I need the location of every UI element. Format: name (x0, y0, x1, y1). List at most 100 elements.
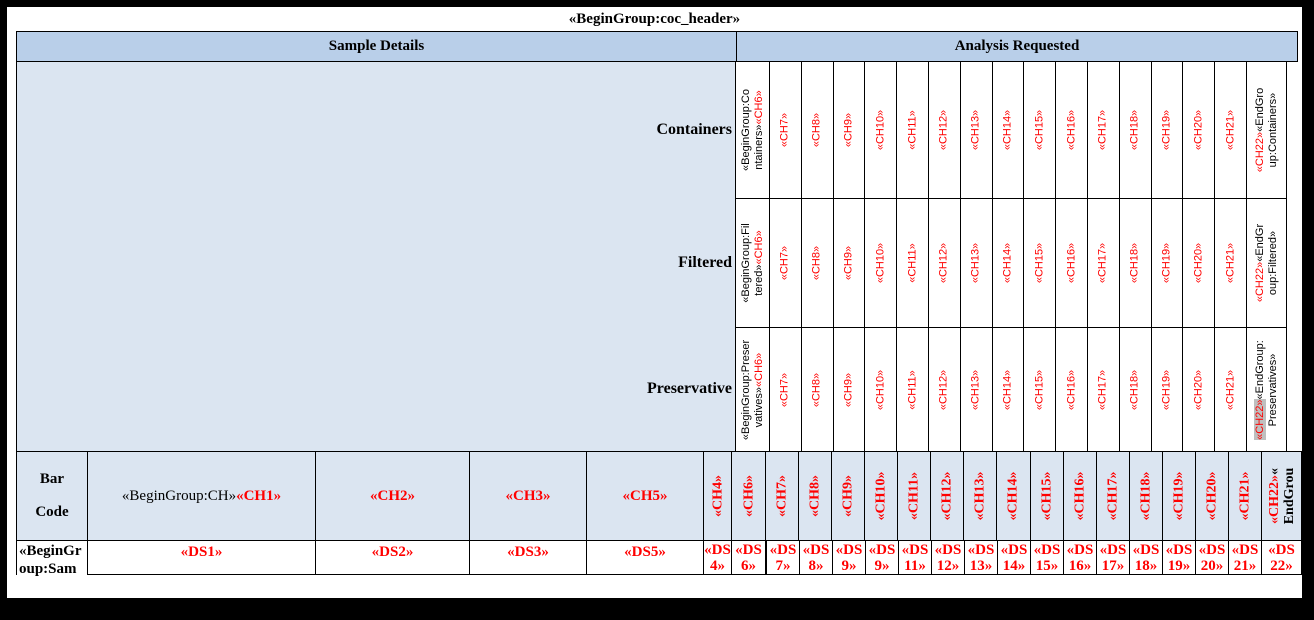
containers-label-band: Containers (17, 62, 736, 198)
ds-field-cell: «DS 11» (898, 540, 932, 575)
ch-merge-field: «CH13» (972, 471, 988, 521)
ch-field-cell: «CH21» (1214, 198, 1247, 328)
ch-field-cell: «CH15» (1023, 198, 1057, 328)
page-title: «BeginGroup:coc_header» (568, 11, 741, 27)
ch-field-cell: «CH19» (1150, 198, 1184, 328)
ch-merge-field: «CH16» (1072, 471, 1088, 521)
ch-merge-field: «CH9» (842, 372, 855, 407)
ch-field-cell: «CH13» (959, 61, 993, 199)
ch2-field-cell: «CH2» (315, 451, 470, 541)
ch-field-cell: «CH12» (927, 61, 961, 199)
ch-field-cell: «CH12» (927, 198, 961, 328)
ch6-field: «CH6» (752, 230, 765, 265)
ds-field-cell: «DS 16» (1063, 540, 1097, 575)
ch4-field: «CH4» (710, 475, 725, 517)
ch-merge-field: «CH8» (807, 475, 823, 517)
ch-field-cell: «CH21» (1227, 451, 1262, 541)
ch-field-cell: «CH7» (769, 327, 802, 452)
ch-merge-field: «CH19» (1171, 471, 1187, 521)
ch-field-cell: «CH14» (991, 198, 1025, 328)
containers-fields-row: «BeginGroup:Co ntainers»«CH6» «CH7» «CH8… (735, 61, 1287, 199)
containers-begin-field-cell: «BeginGroup:Co ntainers»«CH6» (735, 61, 770, 199)
ds4-field-cell: «DS 4» (703, 540, 732, 575)
ch-merge-field: «CH7» (778, 372, 791, 407)
ch-merge-field: «CH15» (1033, 242, 1046, 284)
ch-merge-field: «CH13» (969, 369, 982, 410)
ch-merge-field: «CH17» (1096, 242, 1109, 284)
ch-field-cell: «CH18» (1128, 451, 1163, 541)
ch-merge-field: «CH10» (874, 369, 887, 410)
begin-group-samples-cell: «BeginGr oup:Sam (16, 540, 88, 577)
ds-field-cell: «DS 15» (1030, 540, 1064, 575)
ds-field-cell: «DS 13» (964, 540, 998, 575)
ch-field-cell: «CH7» (765, 451, 800, 541)
preservative-end-field: «CH22»«EndGroup: Preservatives» (1253, 339, 1279, 440)
ds22-field-cell: «DS 22» (1261, 540, 1302, 575)
ds1-field-cell: «DS1» (87, 540, 316, 575)
ch-merge-field: «CH18» (1138, 471, 1154, 521)
ch-field-cell: «CH10» (864, 451, 899, 541)
ch-field-cell: «CH16» (1062, 451, 1097, 541)
ch5-field: «CH5» (622, 487, 668, 504)
ds5-field-cell: «DS5» (586, 540, 704, 575)
ch-merge-field: «CH21» (1224, 109, 1237, 151)
ch-field-cell: «CH10» (864, 61, 898, 199)
matrix-label-cell: Containers Filtered Preservative (16, 61, 737, 452)
ds2-field-cell: «DS2» (315, 540, 470, 575)
ch-merge-field: «CH15» (1033, 109, 1046, 151)
ch-field-cell: «CH9» (832, 198, 866, 328)
ch-merge-field: «CH14» (1001, 242, 1014, 284)
ch-field-cell: «CH8» (800, 61, 834, 199)
ch-merge-field: «CH7» (774, 475, 790, 517)
ch1-field: «CH1» (236, 487, 282, 504)
preservative-fields-row: «BeginGroup:Preser vatives»«CH6» «CH7» «… (735, 327, 1287, 452)
preservative-label-band: Preservative (17, 327, 736, 451)
ch22-field: «CH22» (1253, 131, 1266, 173)
ch-field-cell: «CH12» (930, 451, 965, 541)
ch-field-cell: «CH10» (864, 327, 898, 452)
ch-field-cell: «CH16» (1055, 327, 1088, 452)
ch-merge-field: «CH9» (840, 475, 856, 517)
ch-merge-field: «CH18» (1128, 369, 1141, 410)
filtered-ch-fields: «CH7» «CH8» «CH9» «CH10» «CH11» «CH12» (769, 198, 1247, 328)
ch-field-cell: «CH13» (963, 451, 998, 541)
ch-field-cell: «CH12» (927, 327, 961, 452)
ch-merge-field: «CH17» (1096, 109, 1109, 151)
ch-merge-field: «CH15» (1039, 471, 1055, 521)
ch-merge-field: «CH17» (1096, 369, 1109, 410)
ch22-field: «CH22» (1266, 475, 1282, 524)
ch-merge-field: «CH21» (1224, 242, 1237, 284)
ch-field-cell: «CH14» (996, 451, 1031, 541)
ds-field-cell: «DS 12» (931, 540, 965, 575)
ch-field-cell: «CH8» (800, 327, 834, 452)
ch-field-cell: «CH17» (1086, 198, 1120, 328)
ch-field-cell: «CH15» (1029, 451, 1064, 541)
ch-merge-field: «CH12» (939, 471, 955, 521)
filtered-label: Filtered (678, 253, 732, 271)
ch-merge-field: «CH14» (1005, 471, 1021, 521)
preservative-begin-field: «BeginGroup:Preser vatives»«CH6» (739, 339, 765, 440)
ch-merge-field: «CH12» (937, 369, 950, 410)
ch-merge-field: «CH11» (906, 243, 919, 283)
ch-field-cell: «CH11» (896, 198, 929, 328)
ch-field-cell: «CH18» (1118, 61, 1152, 199)
barcode-row: Bar Code «BeginGroup:CH» «CH1» «CH2» «CH3… (16, 451, 1302, 541)
ch-field-cell: «CH14» (991, 61, 1025, 199)
ch6-field-cell: «CH6» (731, 451, 766, 541)
ch-merge-field: «CH8» (810, 112, 823, 148)
ch6-field: «CH6» (752, 352, 765, 387)
ch-merge-field: «CH8» (810, 245, 823, 281)
ch-field-cell: «CH18» (1118, 327, 1152, 452)
ch-field-cell: «CH19» (1150, 61, 1184, 199)
filtered-end-field: «CH22»«EndGr oup:Filtered» (1253, 223, 1279, 303)
barcode-ch-fields: «CH7» «CH8» «CH9» «CH10» «CH11» «CH12» «… (765, 451, 1262, 541)
ch-field-cell: «CH18» (1118, 198, 1152, 328)
ch-merge-field: «CH10» (874, 242, 887, 284)
ch-field-cell: «CH20» (1182, 198, 1216, 328)
ch-merge-field: «CH15» (1033, 369, 1046, 410)
filtered-end-field-cell: «CH22»«EndGr oup:Filtered» (1246, 198, 1287, 328)
preservative-begin-field-cell: «BeginGroup:Preser vatives»«CH6» (735, 327, 770, 452)
ds6-field-cell: «DS 6» (731, 540, 766, 575)
matrix-field-columns: «BeginGroup:Co ntainers»«CH6» «CH7» «CH8… (735, 61, 1287, 452)
filtered-fields-row: «BeginGroup:Fil tered»«CH6» «CH7» «CH8» … (735, 198, 1287, 328)
